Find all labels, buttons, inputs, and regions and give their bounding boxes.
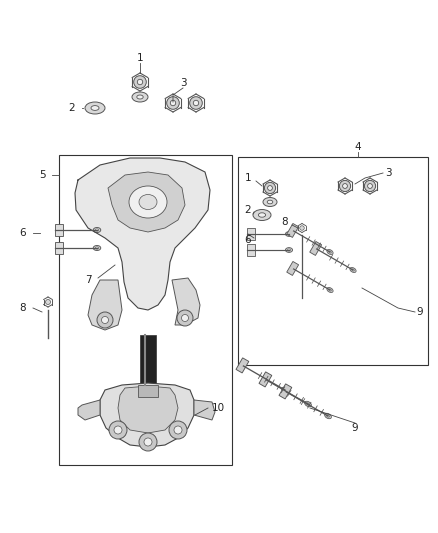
Ellipse shape	[284, 389, 286, 391]
Ellipse shape	[327, 287, 333, 293]
Ellipse shape	[137, 95, 143, 99]
Circle shape	[46, 300, 50, 304]
Polygon shape	[279, 384, 292, 399]
Polygon shape	[55, 224, 63, 236]
Polygon shape	[247, 244, 254, 256]
Circle shape	[102, 317, 109, 324]
Polygon shape	[259, 372, 272, 387]
Ellipse shape	[286, 248, 293, 253]
Ellipse shape	[325, 413, 332, 419]
Circle shape	[109, 421, 127, 439]
Polygon shape	[55, 241, 63, 254]
Polygon shape	[172, 278, 200, 325]
Text: 3: 3	[180, 78, 186, 88]
Ellipse shape	[253, 209, 271, 221]
Ellipse shape	[307, 403, 309, 405]
Ellipse shape	[91, 106, 99, 110]
Polygon shape	[287, 262, 299, 276]
Circle shape	[364, 180, 376, 191]
Polygon shape	[287, 223, 299, 237]
Circle shape	[169, 421, 187, 439]
Circle shape	[268, 185, 272, 190]
Ellipse shape	[328, 251, 331, 253]
Bar	[238, 157, 428, 365]
Circle shape	[343, 183, 347, 188]
Circle shape	[137, 79, 143, 85]
Text: 6: 6	[20, 228, 26, 238]
Circle shape	[134, 76, 146, 88]
Circle shape	[144, 438, 152, 446]
Circle shape	[139, 433, 157, 451]
Ellipse shape	[304, 401, 311, 407]
Circle shape	[97, 312, 113, 328]
Bar	[59, 155, 232, 465]
Text: 9: 9	[417, 307, 423, 317]
Polygon shape	[118, 386, 178, 433]
Polygon shape	[88, 280, 122, 330]
Polygon shape	[194, 400, 215, 420]
Bar	[138, 385, 158, 397]
Ellipse shape	[85, 102, 105, 114]
Polygon shape	[310, 241, 321, 255]
Circle shape	[170, 100, 176, 106]
Ellipse shape	[286, 232, 293, 236]
Ellipse shape	[282, 387, 288, 393]
Circle shape	[367, 183, 372, 188]
Ellipse shape	[132, 92, 148, 102]
Text: 2: 2	[69, 103, 75, 113]
Text: 10: 10	[212, 403, 225, 413]
Ellipse shape	[95, 247, 99, 249]
Circle shape	[174, 426, 182, 434]
Ellipse shape	[95, 229, 99, 231]
Ellipse shape	[93, 246, 101, 251]
Polygon shape	[75, 158, 210, 310]
Ellipse shape	[129, 186, 167, 218]
Bar	[140, 335, 156, 385]
Ellipse shape	[139, 195, 157, 209]
Polygon shape	[236, 358, 249, 373]
Circle shape	[300, 226, 304, 230]
Ellipse shape	[327, 415, 329, 417]
Ellipse shape	[327, 249, 333, 255]
Ellipse shape	[328, 289, 331, 291]
Polygon shape	[78, 400, 100, 420]
Circle shape	[114, 426, 122, 434]
Ellipse shape	[350, 268, 356, 272]
Ellipse shape	[263, 198, 277, 206]
Ellipse shape	[93, 228, 101, 232]
Circle shape	[177, 310, 193, 326]
Text: 5: 5	[39, 170, 45, 180]
Text: 9: 9	[352, 423, 358, 433]
Ellipse shape	[258, 213, 265, 217]
Circle shape	[181, 314, 188, 321]
Ellipse shape	[352, 269, 354, 271]
Text: 1: 1	[245, 173, 251, 183]
Circle shape	[167, 96, 179, 109]
Text: 4: 4	[355, 142, 361, 152]
Circle shape	[193, 100, 199, 106]
Text: 8: 8	[282, 217, 288, 227]
Text: 7: 7	[85, 275, 91, 285]
Circle shape	[339, 180, 350, 191]
Polygon shape	[100, 383, 194, 447]
Ellipse shape	[287, 233, 290, 235]
Text: 2: 2	[245, 205, 251, 215]
Text: 8: 8	[20, 303, 26, 313]
Ellipse shape	[287, 249, 290, 251]
Circle shape	[190, 96, 202, 109]
Text: 3: 3	[385, 168, 391, 178]
Polygon shape	[247, 228, 254, 240]
Text: 1: 1	[137, 53, 143, 63]
Polygon shape	[108, 172, 185, 232]
Ellipse shape	[267, 200, 273, 204]
Circle shape	[265, 182, 276, 193]
Text: 6: 6	[245, 235, 251, 245]
